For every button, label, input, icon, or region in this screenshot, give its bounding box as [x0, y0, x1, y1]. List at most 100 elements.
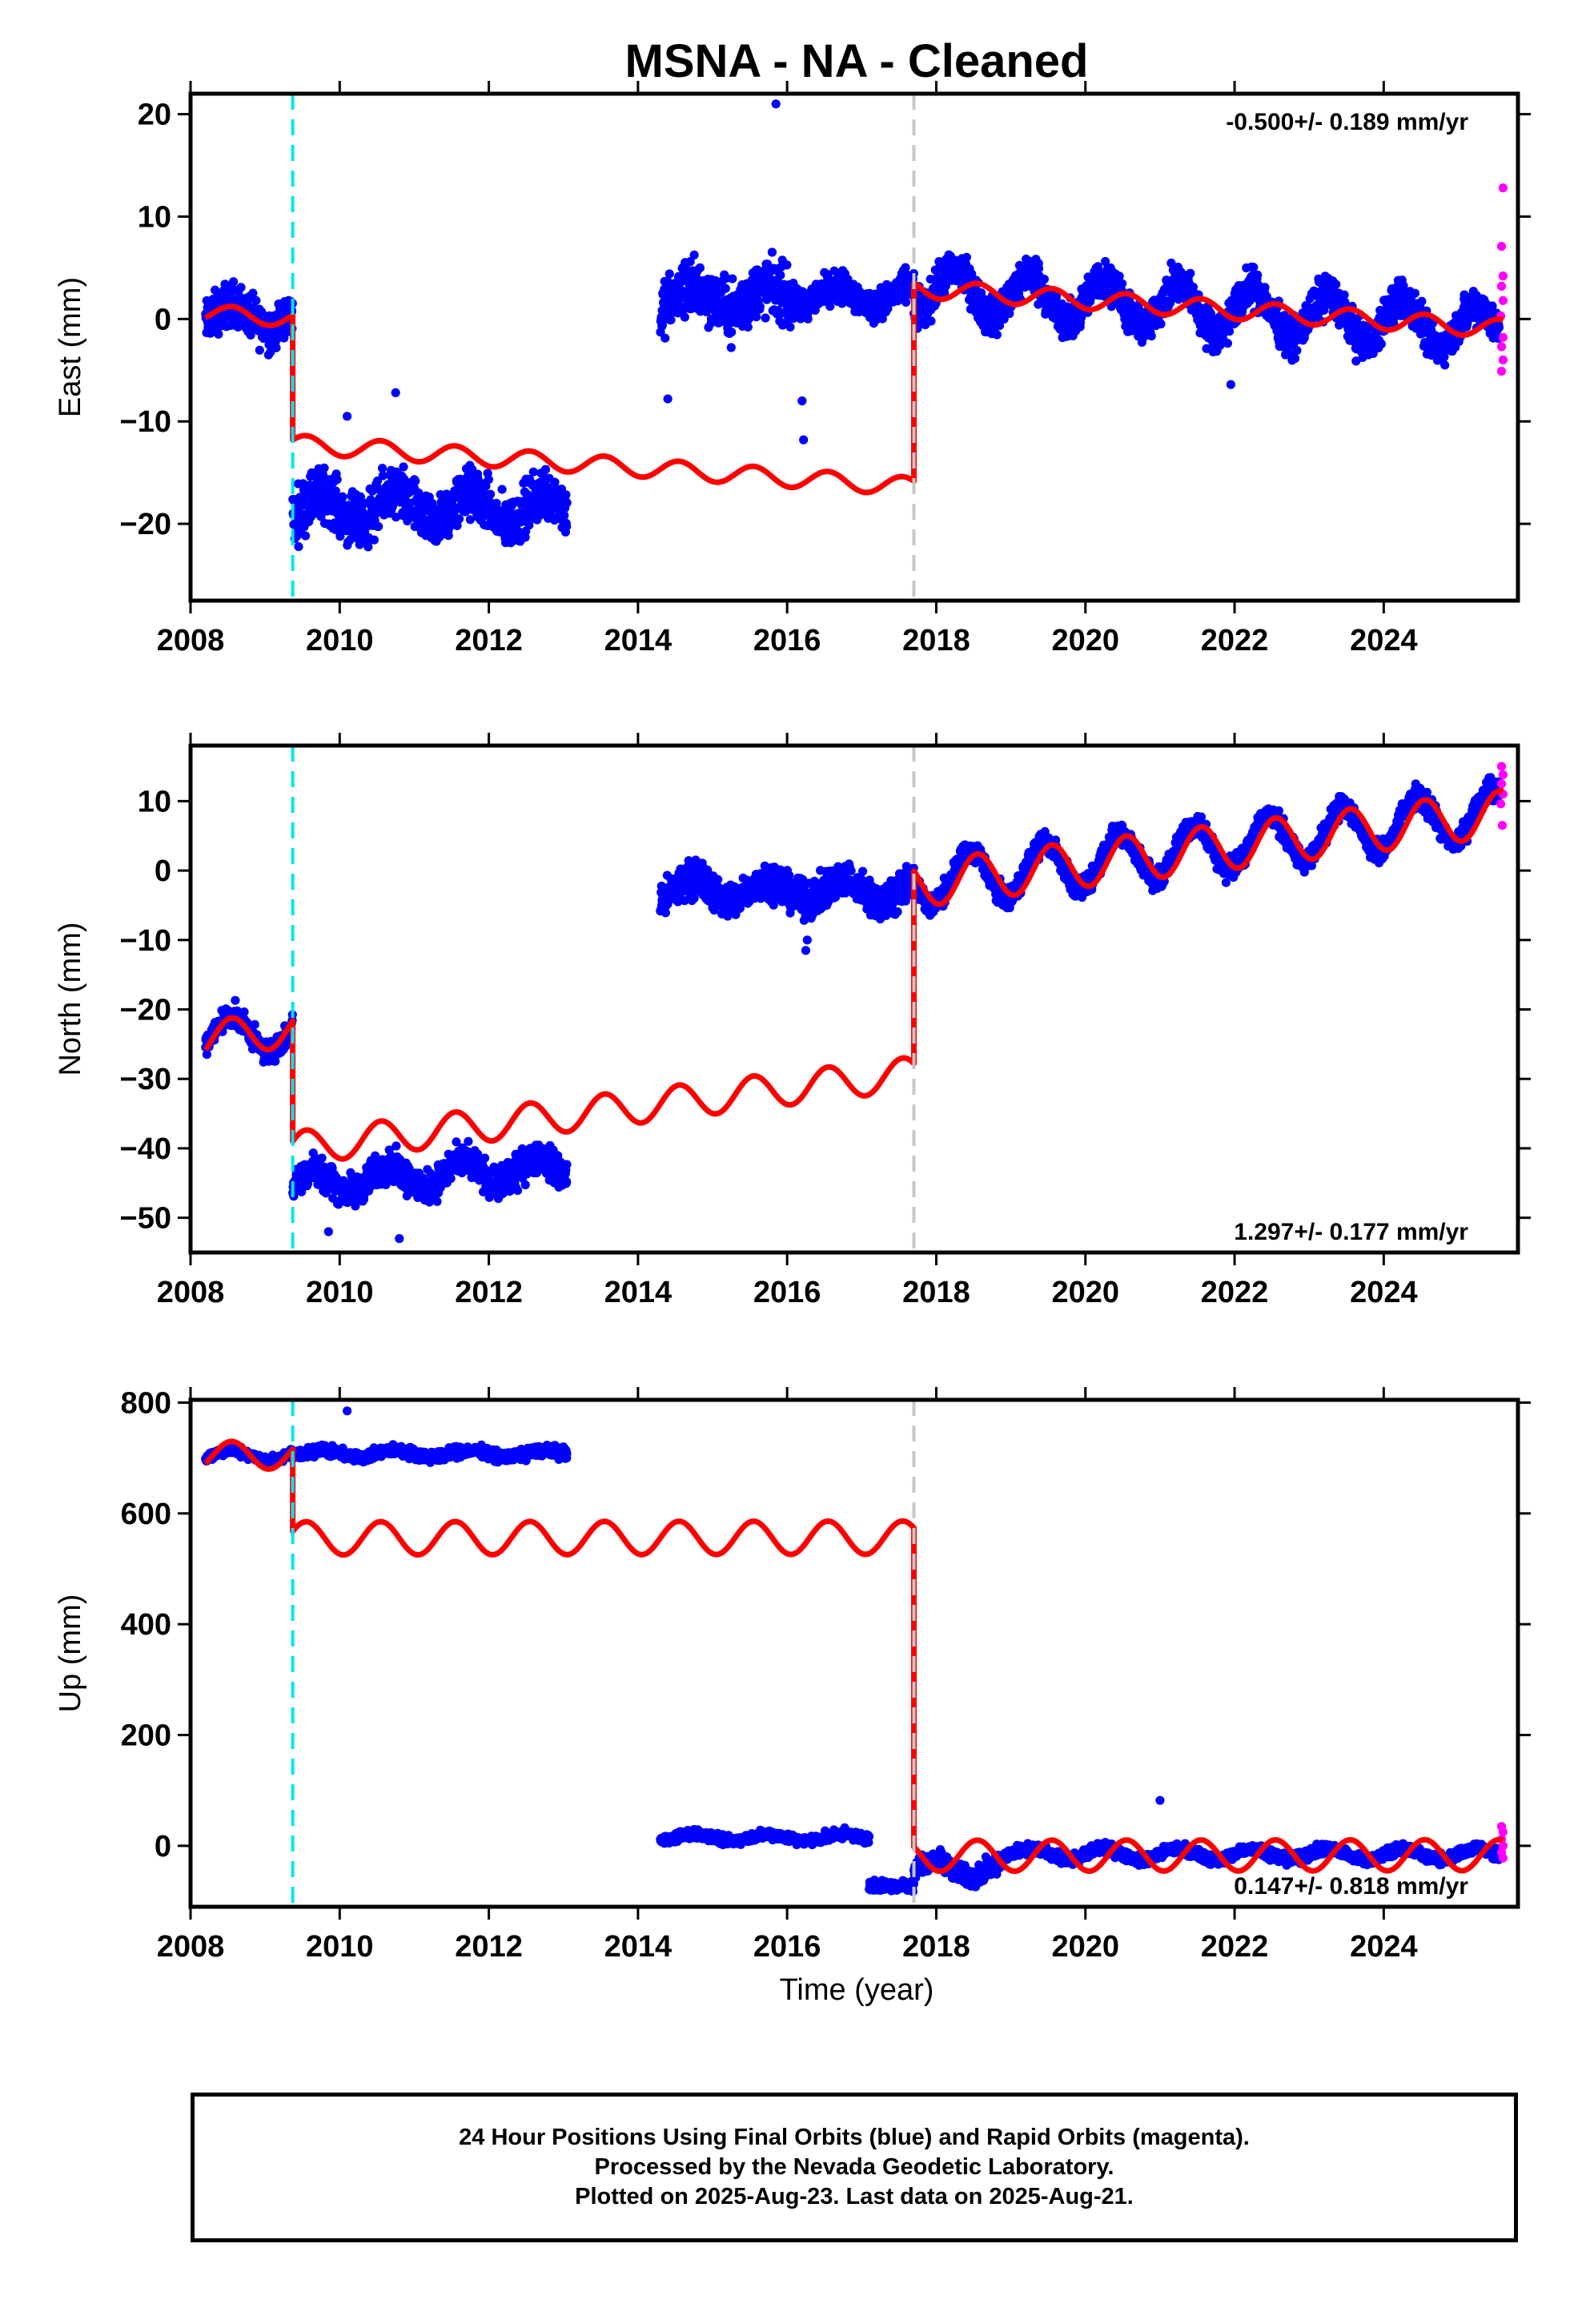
final-orbit-point	[560, 511, 569, 521]
final-orbit-point	[661, 333, 670, 343]
final-orbit-point	[1223, 339, 1232, 348]
y-tick-label: −40	[120, 1132, 171, 1166]
final-orbit-point	[962, 252, 971, 262]
final-orbit-point	[767, 247, 777, 257]
final-orbit-point	[755, 302, 765, 312]
y-tick-label: −30	[120, 1063, 171, 1096]
final-orbit-point	[663, 394, 673, 404]
final-orbit-point	[1253, 270, 1263, 279]
plot-area	[201, 94, 1508, 601]
final-orbit-point	[528, 467, 538, 476]
final-orbit-point	[926, 316, 936, 326]
final-orbit-point	[1034, 263, 1044, 273]
rapid-orbit-point	[1496, 281, 1507, 292]
final-orbit-point	[761, 313, 770, 323]
final-orbit-point	[1291, 354, 1300, 364]
final-orbit-point	[562, 1177, 572, 1187]
x-tick-label: 2024	[1350, 1276, 1418, 1309]
final-orbit-point	[562, 1160, 572, 1169]
rapid-orbit-point	[1496, 342, 1507, 352]
rapid-orbit-point	[1496, 366, 1507, 376]
final-orbit-point	[428, 499, 437, 509]
final-orbit-point	[797, 396, 807, 406]
final-orbit-point	[391, 513, 401, 522]
y-tick-label: 20	[138, 99, 171, 132]
final-orbit-point	[214, 329, 223, 339]
final-orbit-point	[562, 521, 572, 531]
final-orbit-point	[877, 314, 887, 324]
final-orbit-point	[1440, 360, 1450, 370]
final-orbit-point	[941, 281, 950, 291]
final-orbit-point	[233, 322, 243, 332]
final-orbit-point	[378, 464, 387, 473]
y-tick-label: −50	[120, 1202, 171, 1236]
final-orbit-point	[776, 271, 785, 280]
y-tick-label: −20	[120, 508, 171, 541]
final-orbit-point	[901, 263, 910, 272]
final-orbit-point	[444, 531, 453, 541]
rapid-orbit-point	[1498, 296, 1508, 305]
final-orbit-point	[940, 287, 950, 297]
x-tick-label: 2018	[902, 1276, 970, 1309]
rapid-orbit-point	[1498, 332, 1508, 342]
final-orbit-point	[685, 257, 695, 267]
final-orbit-point	[1376, 339, 1386, 349]
y-axis-label: East (mm)	[54, 277, 87, 417]
final-orbit-point	[374, 521, 383, 532]
final-orbit-point	[497, 485, 507, 494]
final-orbit-point	[343, 412, 352, 421]
final-orbit-point	[335, 532, 345, 541]
x-tick-label: 2012	[455, 624, 523, 657]
final-orbit-point	[355, 492, 365, 502]
final-orbit-point	[782, 260, 792, 270]
final-orbit-point	[480, 1153, 490, 1163]
final-orbit-point	[1051, 292, 1062, 301]
final-orbit-point	[399, 462, 408, 472]
final-orbit-point	[246, 330, 255, 340]
final-orbit-point	[492, 498, 501, 509]
final-orbit-point	[992, 330, 1002, 340]
final-orbit-point	[665, 269, 674, 279]
final-orbit-point	[540, 464, 551, 474]
final-orbit-point	[294, 542, 303, 552]
final-orbit-point	[1226, 380, 1235, 389]
final-orbit-point	[726, 343, 736, 352]
final-orbit-point	[1331, 279, 1341, 289]
final-orbit-point	[411, 476, 420, 486]
x-tick-label: 2022	[1201, 1276, 1269, 1309]
x-tick-label: 2020	[1051, 1276, 1119, 1309]
final-orbit-point	[1156, 319, 1166, 329]
final-orbit-point	[236, 283, 246, 292]
x-tick-label: 2008	[157, 624, 225, 657]
final-orbit-point	[520, 1180, 530, 1190]
final-orbit-point	[1005, 309, 1014, 319]
final-orbit-point	[752, 312, 761, 322]
x-tick-label: 2020	[1051, 624, 1119, 657]
final-orbit-point	[319, 463, 329, 473]
final-orbit-point	[301, 531, 311, 541]
final-orbit-point	[391, 388, 400, 398]
final-orbit-point	[1146, 332, 1156, 341]
final-orbit-point	[1439, 352, 1449, 362]
final-orbit-point	[513, 1185, 523, 1196]
x-tick-label: 2014	[604, 624, 673, 657]
final-orbit-point	[785, 322, 795, 332]
final-orbit-point	[279, 333, 289, 343]
x-tick-label: 2010	[306, 624, 374, 657]
final-orbit-point	[666, 315, 676, 325]
final-orbit-point	[1417, 296, 1427, 306]
final-orbit-point	[484, 475, 494, 485]
x-tick-label: 2008	[157, 1276, 225, 1309]
final-orbit-point	[1188, 282, 1198, 292]
final-orbit-point	[803, 314, 813, 324]
final-orbit-point	[721, 283, 730, 293]
x-tick-label: 2018	[902, 624, 970, 657]
final-orbit-point	[202, 1050, 211, 1059]
x-tick-label: 2016	[753, 624, 821, 657]
final-orbit-point	[378, 471, 387, 480]
final-orbit-point	[248, 288, 258, 298]
final-orbit-point	[432, 1196, 442, 1206]
